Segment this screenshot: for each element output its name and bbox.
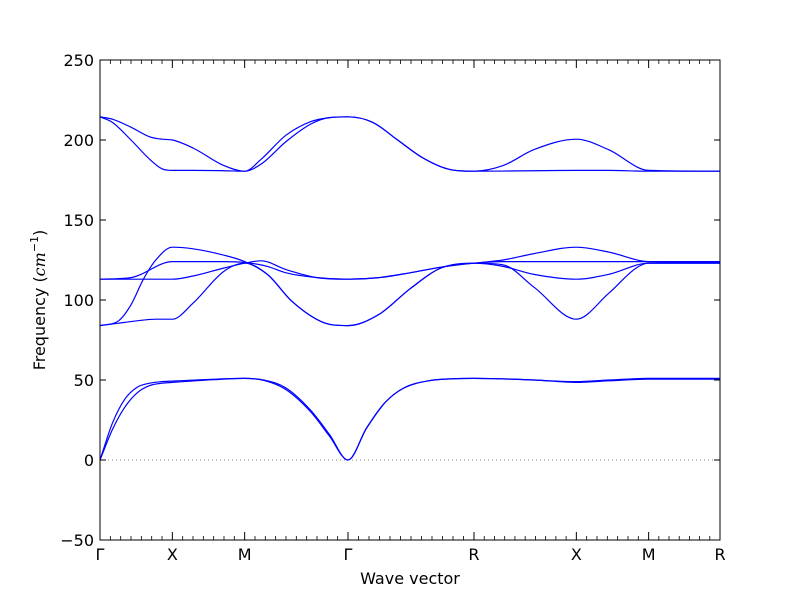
minor-ticks-layer: [109, 60, 711, 540]
x-axis-title: Wave vector: [360, 569, 460, 588]
y-tick-label: 250: [63, 51, 94, 70]
y-tick-label: 200: [63, 131, 94, 150]
x-tick-label: X: [167, 545, 178, 564]
y-tick-label: 150: [63, 211, 94, 230]
band-line-8: [99, 116, 720, 172]
y-axis-title-unit: cm: [30, 252, 49, 276]
band-line-2: [99, 377, 720, 461]
x-tick-label: R: [714, 545, 725, 564]
y-axis-title-close: ): [30, 230, 49, 236]
x-tick-label: R: [468, 545, 479, 564]
x-tick-label: Γ: [96, 545, 105, 564]
band-line-7: [99, 116, 721, 172]
x-tick-label: Γ: [344, 545, 353, 564]
y-tick-label: 50: [74, 371, 94, 390]
y-axis-title-exponent: −1: [28, 236, 41, 252]
plot-frame: [99, 59, 721, 541]
y-ticks-layer: −50 0 50 100 150 200 250: [60, 51, 720, 550]
band-line-1: [99, 377, 720, 461]
y-axis-title: Frequency (cm−1): [28, 230, 49, 371]
x-tick-label: M: [238, 545, 252, 564]
band-line-6: [100, 260, 720, 280]
y-tick-label: 100: [63, 291, 94, 310]
band-series-layer: [99, 116, 721, 461]
x-tick-label: X: [571, 545, 582, 564]
x-tick-label: M: [642, 545, 656, 564]
y-tick-label: −50: [60, 531, 94, 550]
band-line-4: [99, 246, 721, 327]
y-tick-label: 0: [84, 451, 94, 470]
y-axis-title-text: Frequency (: [30, 276, 49, 370]
